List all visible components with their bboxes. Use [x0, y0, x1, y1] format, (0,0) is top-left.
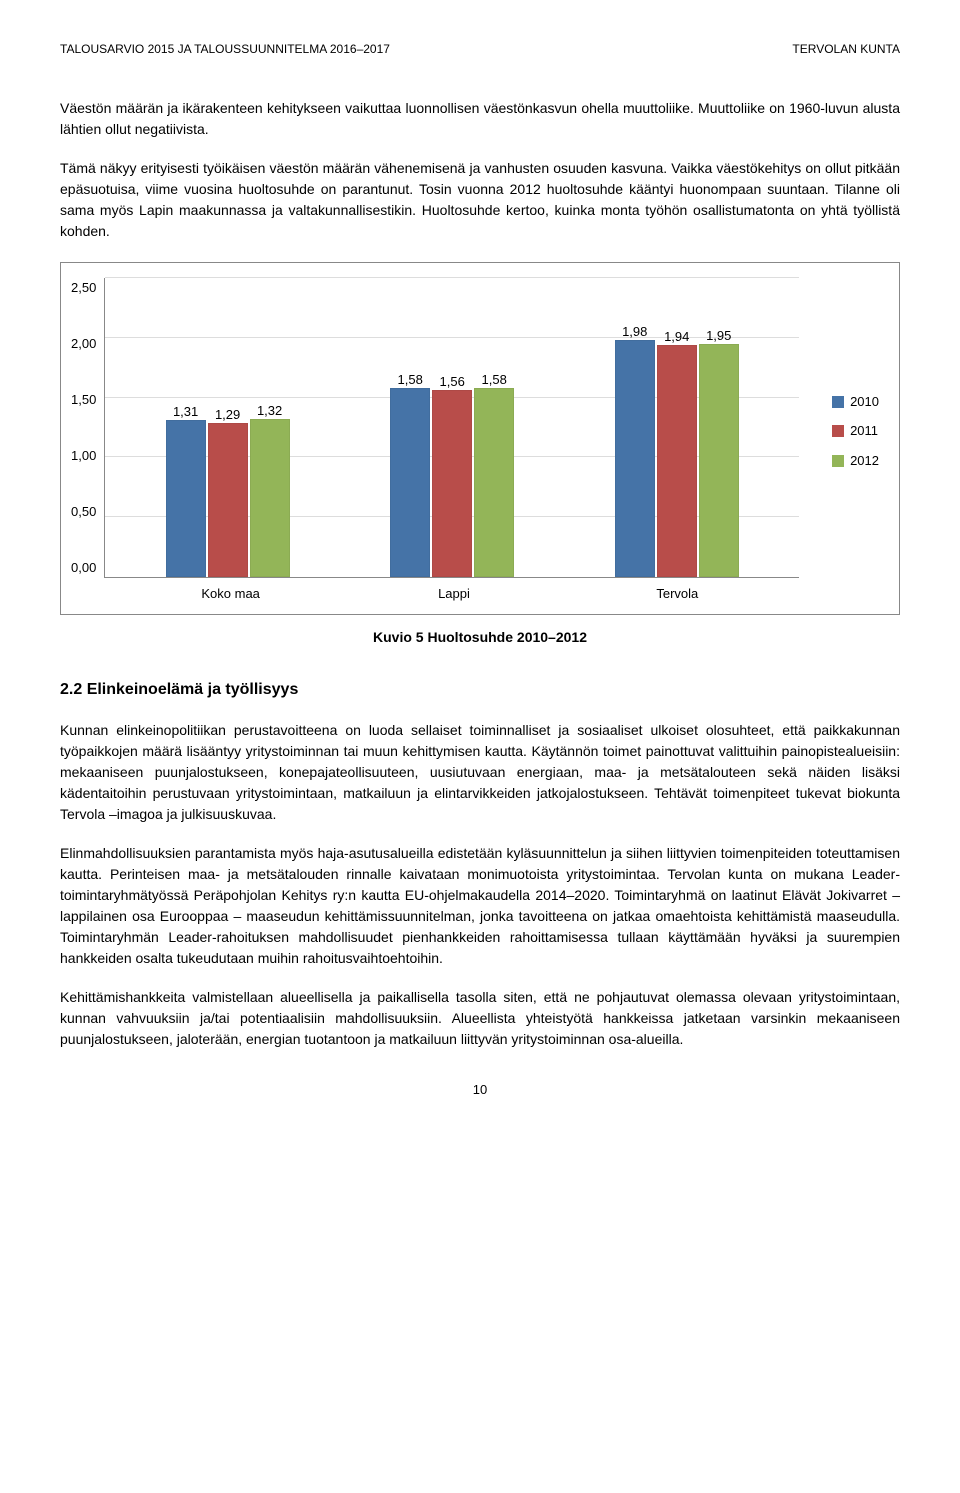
legend-item: 2010 — [832, 392, 879, 412]
bar-value-label: 1,95 — [706, 326, 731, 346]
ytick: 0,50 — [71, 502, 96, 522]
bar-value-label: 1,94 — [664, 327, 689, 347]
bar: 1,94 — [657, 345, 697, 577]
ytick: 1,50 — [71, 390, 96, 410]
bar-value-label: 1,98 — [622, 322, 647, 342]
legend-swatch — [832, 396, 844, 408]
plot-area: 1,311,291,321,581,561,581,981,941,95 — [104, 278, 799, 578]
bar-group: 1,581,561,58 — [390, 278, 514, 577]
bar: 1,98 — [615, 340, 655, 577]
y-axis: 2,50 2,00 1,50 1,00 0,50 0,00 — [71, 278, 104, 578]
bar-value-label: 1,58 — [398, 370, 423, 390]
ytick: 2,00 — [71, 334, 96, 354]
section-heading-2-2: 2.2 Elinkeinoelämä ja työllisyys — [60, 678, 900, 702]
paragraph-1: Väestön määrän ja ikärakenteen kehitykse… — [60, 98, 900, 140]
chart-caption: Kuvio 5 Huoltosuhde 2010–2012 — [60, 627, 900, 648]
ytick: 2,50 — [71, 278, 96, 298]
bar-value-label: 1,56 — [440, 372, 465, 392]
bar-value-label: 1,58 — [482, 370, 507, 390]
paragraph-3: Kunnan elinkeinopolitiikan perustavoitte… — [60, 720, 900, 825]
legend-swatch — [832, 425, 844, 437]
bar-value-label: 1,32 — [257, 401, 282, 421]
bar-value-label: 1,31 — [173, 402, 198, 422]
bar: 1,31 — [166, 420, 206, 577]
bar: 1,58 — [390, 388, 430, 577]
bar: 1,32 — [250, 419, 290, 577]
legend: 2010 2011 2012 — [832, 392, 879, 471]
legend-item: 2011 — [832, 421, 879, 441]
x-label: Lappi — [391, 584, 517, 604]
x-label: Koko maa — [168, 584, 294, 604]
paragraph-4: Elinmahdollisuuksien parantamista myös h… — [60, 843, 900, 969]
bar: 1,95 — [699, 344, 739, 577]
x-axis: Koko maa Lappi Tervola — [109, 578, 799, 604]
bar-value-label: 1,29 — [215, 405, 240, 425]
legend-swatch — [832, 455, 844, 467]
header-right: TERVOLAN KUNTA — [792, 40, 900, 58]
bar: 1,58 — [474, 388, 514, 577]
ytick: 1,00 — [71, 446, 96, 466]
ytick: 0,00 — [71, 558, 96, 578]
paragraph-5: Kehittämishankkeita valmistellaan alueel… — [60, 987, 900, 1050]
bar-group: 1,311,291,32 — [166, 278, 290, 577]
bar: 1,56 — [432, 390, 472, 577]
header-left: TALOUSARVIO 2015 JA TALOUSSUUNNITELMA 20… — [60, 40, 390, 58]
legend-item: 2012 — [832, 451, 879, 471]
page-number: 10 — [60, 1080, 900, 1100]
bar-group: 1,981,941,95 — [615, 278, 739, 577]
legend-label: 2012 — [850, 451, 879, 471]
bar: 1,29 — [208, 423, 248, 577]
chart-huoltosuhde: 2,50 2,00 1,50 1,00 0,50 0,00 1,311,291,… — [60, 262, 900, 615]
legend-label: 2011 — [850, 421, 878, 441]
paragraph-2: Tämä näkyy erityisesti työikäisen väestö… — [60, 158, 900, 242]
legend-label: 2010 — [850, 392, 879, 412]
page-header: TALOUSARVIO 2015 JA TALOUSSUUNNITELMA 20… — [60, 40, 900, 58]
x-label: Tervola — [614, 584, 740, 604]
